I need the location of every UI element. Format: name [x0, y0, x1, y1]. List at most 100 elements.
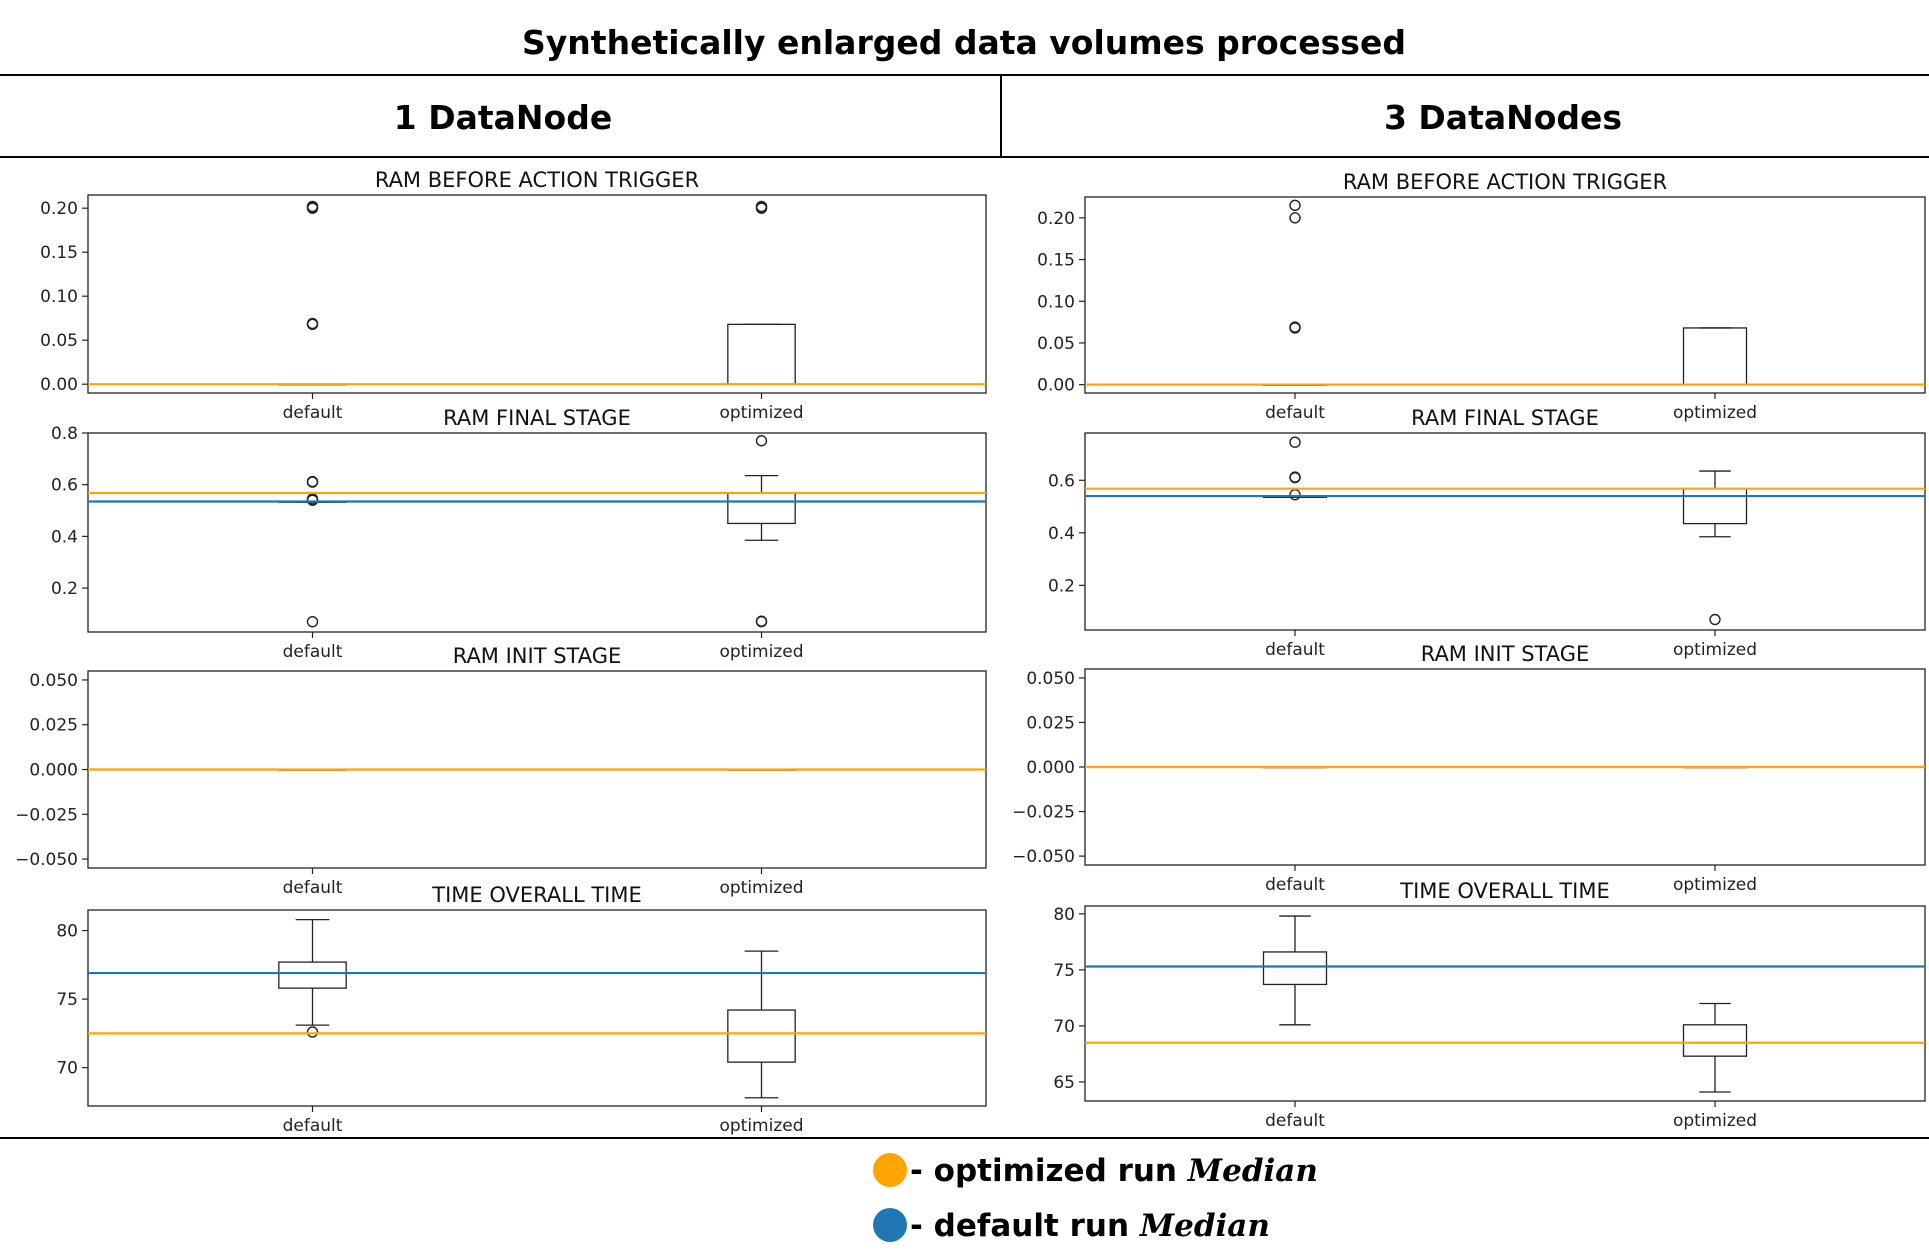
- x-tick-label: optimized: [719, 1116, 803, 1136]
- legend-item-1: - optimized run Median: [873, 1153, 1318, 1189]
- subplot-5: RAM BEFORE ACTION TRIGGER 0.00 0.05 0.10 0.1…: [1037, 170, 1926, 423]
- x-tick-label: optimized: [1673, 403, 1757, 423]
- y-tick-label: 65: [1053, 1073, 1075, 1093]
- plot-frame: [1084, 905, 1926, 1102]
- x-tick-label: optimized: [719, 403, 803, 423]
- outlier-point: [306, 1026, 319, 1038]
- y-tick-label: 0.000: [1026, 758, 1075, 778]
- subplot-1: RAM BEFORE ACTION TRIGGER 0.00 0.05 0.10 0.1…: [40, 168, 987, 423]
- plot-frame: [1084, 432, 1926, 631]
- outlier-point: [1289, 199, 1301, 212]
- y-tick-label: 75: [56, 990, 78, 1010]
- outlier-point: [1289, 471, 1301, 483]
- x-tick-label: default: [283, 403, 343, 423]
- subplot-title: RAM BEFORE ACTION TRIGGER: [375, 168, 699, 192]
- y-tick-label: 0.8: [51, 424, 78, 444]
- y-tick-label: 0.2: [1048, 576, 1075, 596]
- box-default: [1262, 915, 1328, 1026]
- x-tick-label: default: [283, 1116, 343, 1136]
- plot-frame: [1084, 196, 1926, 394]
- subplot-8: TIME OVERALL TIME 65 70 75 80 default optimize…: [1053, 879, 1926, 1131]
- subplot-4: TIME OVERALL TIME 70 75 80 default optimized: [56, 883, 987, 1136]
- legend-label: - optimized run Median: [910, 1153, 1318, 1189]
- outlier-point: [755, 435, 768, 447]
- column-header-3-datanodes: 3 DataNodes: [1384, 98, 1622, 137]
- subplot-title: RAM FINAL STAGE: [443, 406, 631, 430]
- y-tick-label: 0.05: [1037, 334, 1075, 354]
- y-tick-label: 0.00: [1037, 376, 1075, 396]
- outlier-point: [1289, 212, 1301, 224]
- x-tick-label: default: [283, 642, 343, 662]
- legend-swatch: [873, 1153, 907, 1187]
- x-tick-label: optimized: [1673, 875, 1757, 895]
- y-tick-label: 0.05: [40, 331, 78, 351]
- subplot-title: RAM INIT STAGE: [1421, 642, 1590, 666]
- y-tick-label: 0.20: [40, 199, 78, 219]
- legend-swatch: [873, 1208, 907, 1242]
- subplot-title: TIME OVERALL TIME: [1399, 879, 1609, 903]
- x-tick-label: default: [1265, 640, 1325, 660]
- subplot-6: RAM FINAL STAGE 0.2 0.4 0.6 default optimized: [1048, 406, 1926, 660]
- y-tick-label: 0.15: [40, 243, 78, 263]
- subplot-title: RAM INIT STAGE: [453, 644, 622, 668]
- y-tick-label: 0.20: [1037, 209, 1075, 229]
- x-tick-label: default: [283, 878, 343, 898]
- subplot-3: RAM INIT STAGE −0.050 −0.025 0.000 0.025 0.05…: [15, 644, 987, 898]
- x-tick-label: default: [1265, 1111, 1325, 1131]
- y-tick-label: 0.4: [51, 527, 78, 547]
- y-tick-label: −0.050: [15, 850, 78, 870]
- outlier-point: [306, 200, 319, 213]
- y-tick-label: 80: [56, 922, 78, 942]
- y-tick-label: 0.10: [40, 287, 78, 307]
- column-header-1-datanode: 1 DataNode: [394, 98, 612, 137]
- y-tick-label: 0.15: [1037, 251, 1075, 271]
- outlier-point: [1289, 321, 1301, 333]
- y-tick-label: 0.050: [29, 671, 78, 691]
- x-tick-label: optimized: [1673, 1111, 1757, 1131]
- y-tick-label: 0.4: [1048, 524, 1075, 544]
- x-tick-label: optimized: [719, 642, 803, 662]
- outlier-point: [306, 615, 319, 628]
- x-tick-label: default: [1265, 875, 1325, 895]
- outlier-point: [306, 317, 319, 330]
- box-iqr: [1682, 1024, 1748, 1057]
- y-tick-label: 70: [1053, 1017, 1075, 1037]
- y-tick-label: 0.050: [1026, 669, 1075, 689]
- legend-item-2: - default run Median: [873, 1208, 1270, 1244]
- plot-frame: [87, 194, 987, 394]
- box-iqr: [278, 961, 347, 989]
- plot-frame: [87, 432, 987, 633]
- box-iqr: [1262, 951, 1328, 986]
- y-tick-label: −0.025: [1012, 803, 1075, 823]
- y-tick-label: 70: [56, 1059, 78, 1079]
- subplot-title: TIME OVERALL TIME: [431, 883, 641, 907]
- x-tick-label: optimized: [719, 878, 803, 898]
- y-tick-label: 0.10: [1037, 292, 1075, 312]
- outlier-point: [1709, 613, 1721, 626]
- figure-title: Synthetically enlarged data volumes proc…: [522, 23, 1406, 62]
- legend-label-italic: Median: [1139, 1208, 1270, 1244]
- subplot-title: RAM BEFORE ACTION TRIGGER: [1343, 170, 1667, 194]
- y-tick-label: 0.025: [1026, 713, 1075, 733]
- legend-label-italic: Median: [1187, 1153, 1318, 1189]
- subplot-title: RAM FINAL STAGE: [1411, 406, 1599, 430]
- y-tick-label: 0.00: [40, 375, 78, 395]
- legend: - optimized run Median - default run Medi…: [873, 1153, 1318, 1244]
- outlier-point: [1289, 436, 1301, 448]
- x-tick-label: default: [1265, 403, 1325, 423]
- outlier-point: [755, 615, 768, 627]
- subplot-7: RAM INIT STAGE −0.050 −0.025 0.000 0.025 0.05…: [1012, 642, 1926, 895]
- y-tick-label: 0.000: [29, 761, 78, 781]
- box-iqr: [727, 1009, 796, 1063]
- y-tick-label: −0.025: [15, 805, 78, 825]
- x-tick-label: optimized: [1673, 640, 1757, 660]
- plot-frame: [87, 909, 987, 1107]
- y-tick-label: −0.050: [1012, 847, 1075, 867]
- outlier-point: [755, 200, 768, 213]
- y-tick-label: 0.6: [51, 476, 78, 496]
- outlier-point: [306, 475, 319, 488]
- box-optimized: [1682, 1002, 1748, 1093]
- y-tick-label: 80: [1053, 905, 1075, 925]
